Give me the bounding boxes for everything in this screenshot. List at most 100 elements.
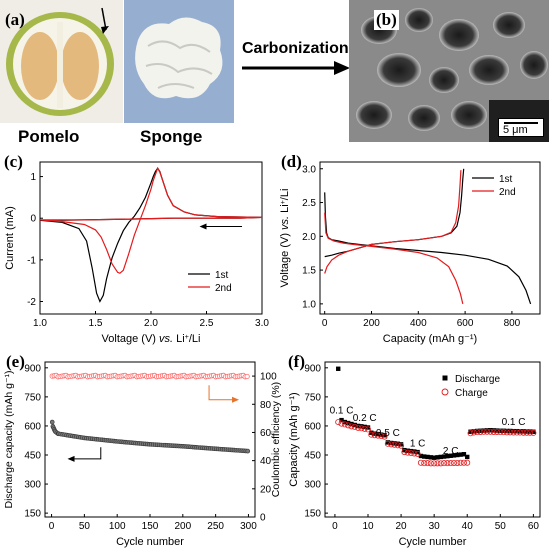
chart-f-discharge-point bbox=[458, 452, 463, 457]
chart-f-charge-point bbox=[477, 428, 484, 435]
chart-e-yleft-tick-label: 750 bbox=[24, 392, 41, 403]
chart-e-right-axis-arrow-head bbox=[232, 396, 240, 403]
chart-f-discharge-point bbox=[521, 429, 526, 434]
chart-e-x-tick-label: 200 bbox=[174, 521, 191, 532]
chart-f-discharge-point bbox=[504, 428, 510, 434]
chart-f-charge-point bbox=[404, 449, 411, 456]
chart-f-discharge-point bbox=[524, 429, 529, 434]
chart-f-discharge-point bbox=[481, 428, 486, 433]
scale-bar-text: 5 μm bbox=[503, 124, 528, 136]
chart-f-rate-label: 0.2 C bbox=[353, 413, 377, 424]
chart-f-charge-point bbox=[530, 429, 537, 436]
chart-f-discharge-point bbox=[455, 452, 460, 458]
chart-f-discharge-point bbox=[461, 452, 467, 457]
chart-d-legend-label: 2nd bbox=[499, 187, 516, 198]
chart-d-charge-2nd bbox=[324, 170, 462, 274]
chart-f-charge-point bbox=[460, 459, 467, 466]
chart-e-yright-tick-label: 80 bbox=[260, 400, 272, 411]
chart-f-x-tick-label: 50 bbox=[495, 521, 507, 532]
chart-f-charge-point bbox=[527, 429, 534, 436]
chart-f-discharge-point bbox=[395, 441, 400, 446]
chart-f-charge-point bbox=[517, 429, 524, 436]
chart-f-discharge-point bbox=[508, 428, 513, 434]
chart-f-charge-point bbox=[368, 431, 375, 438]
chart-c-x-tick-label: 2.5 bbox=[200, 318, 214, 329]
chart-f-discharge-point bbox=[405, 448, 410, 453]
chart-d-legend-label: 1st bbox=[499, 174, 513, 185]
chart-f-charge-point bbox=[417, 459, 424, 466]
chart-f-rate-label: 2 C bbox=[443, 446, 459, 457]
chart-e-yleft-tick-label: 150 bbox=[24, 509, 41, 520]
chart-f-discharge-point bbox=[435, 455, 440, 460]
chart-f-discharge-point bbox=[501, 428, 506, 433]
chart-f-discharge-point bbox=[385, 440, 391, 445]
chart-c-x-tick-label: 3.0 bbox=[255, 318, 269, 329]
chart-c-scan-arrow-head bbox=[199, 223, 207, 230]
chart-f-ylabel: Capacity (mAh g⁻¹) bbox=[288, 392, 300, 486]
chart-f-charge-point bbox=[484, 428, 491, 435]
chart-f-y-tick-label: 300 bbox=[304, 480, 321, 491]
panel-e-label: (e) bbox=[6, 352, 25, 371]
pomelo-photo bbox=[0, 0, 123, 123]
chart-c-series-2nd bbox=[39, 166, 263, 274]
chart-e-ylabel-left: Discharge capacity (mAh g⁻¹) bbox=[3, 370, 15, 508]
chart-f-charge-point bbox=[500, 429, 507, 436]
chart-f-charge-point bbox=[507, 429, 514, 436]
chart-f-charge-point bbox=[444, 460, 451, 467]
chart-d-y-tick-label: 2.0 bbox=[302, 232, 316, 243]
chart-f-charge-point bbox=[394, 442, 401, 449]
chart-f-charge-point bbox=[365, 426, 372, 433]
chart-f-xlabel: Cycle number bbox=[399, 536, 467, 548]
chart-f-discharge-point bbox=[438, 454, 443, 460]
chart-f-charge-point bbox=[398, 442, 405, 449]
chart-f-discharge-point bbox=[369, 430, 374, 435]
chart-f-charge-point bbox=[384, 440, 391, 447]
chart-c-ylabel: Current (mA) bbox=[4, 206, 16, 270]
chart-f-discharge-point bbox=[359, 424, 364, 429]
chart-e-x-tick-label: 0 bbox=[49, 521, 55, 532]
chart-f-y-tick-label: 150 bbox=[304, 509, 321, 520]
chart-f-discharge-point bbox=[527, 429, 533, 434]
chart-c-y-tick-label: -1 bbox=[27, 255, 36, 266]
chart-e-ylabel-right: Coulombic efficiency (%) bbox=[270, 382, 282, 497]
chart-d-x-tick-label: 400 bbox=[410, 318, 427, 329]
chart-f-charge-point bbox=[338, 420, 345, 427]
chart-e-frame bbox=[44, 361, 256, 518]
chart-f-discharge-point bbox=[418, 453, 424, 459]
chart-f-discharge-point bbox=[355, 423, 361, 429]
chart-f-charge-point bbox=[411, 450, 418, 457]
chart-f-discharge-point bbox=[382, 433, 387, 438]
chart-f-charge-point bbox=[401, 449, 408, 456]
pomelo-illustration bbox=[0, 0, 123, 123]
chart-f-discharge-point bbox=[428, 455, 434, 460]
chart-f-x-tick-label: 10 bbox=[362, 521, 374, 532]
chart-f-charge-point bbox=[427, 460, 434, 467]
chart-e-x-tick-label: 100 bbox=[109, 521, 126, 532]
scale-bar-line bbox=[504, 122, 538, 124]
chart-f-y-tick-label: 900 bbox=[304, 363, 321, 374]
chart-f-discharge-point bbox=[494, 428, 500, 433]
chart-d-discharge-2nd bbox=[324, 212, 464, 305]
chart-f-charge-point bbox=[414, 450, 421, 457]
chart-e-x-tick-label: 150 bbox=[142, 521, 159, 532]
chart-f-charge-point bbox=[378, 433, 385, 440]
chart-f-discharge-point bbox=[372, 431, 377, 436]
chart-f-discharge-point bbox=[425, 454, 430, 460]
chart-f-discharge-point bbox=[431, 455, 437, 460]
chart-f-discharge-point bbox=[402, 447, 407, 453]
chart-f-discharge-point bbox=[388, 440, 394, 446]
panel-d-label: (d) bbox=[281, 152, 302, 171]
chart-f-charge-point bbox=[523, 429, 530, 436]
chart-f-y-tick-label: 450 bbox=[304, 451, 321, 462]
chart-f-charge-point bbox=[358, 425, 365, 432]
chart-f-discharge-point bbox=[491, 428, 496, 433]
chart-e-yright-tick-label: 100 bbox=[260, 372, 277, 383]
chart-f-charge-point bbox=[457, 459, 464, 466]
chart-f-charge-point bbox=[464, 459, 471, 466]
chart-f-charge-point bbox=[391, 441, 398, 448]
sponge-caption: Sponge bbox=[140, 127, 203, 146]
chart-f-discharge-point bbox=[448, 453, 453, 458]
chart-d-ylabel: Voltage (V) vs. Li+/Li bbox=[279, 189, 291, 288]
chart-f-charge-point bbox=[388, 441, 395, 448]
chart-f-charge-point bbox=[493, 428, 500, 435]
